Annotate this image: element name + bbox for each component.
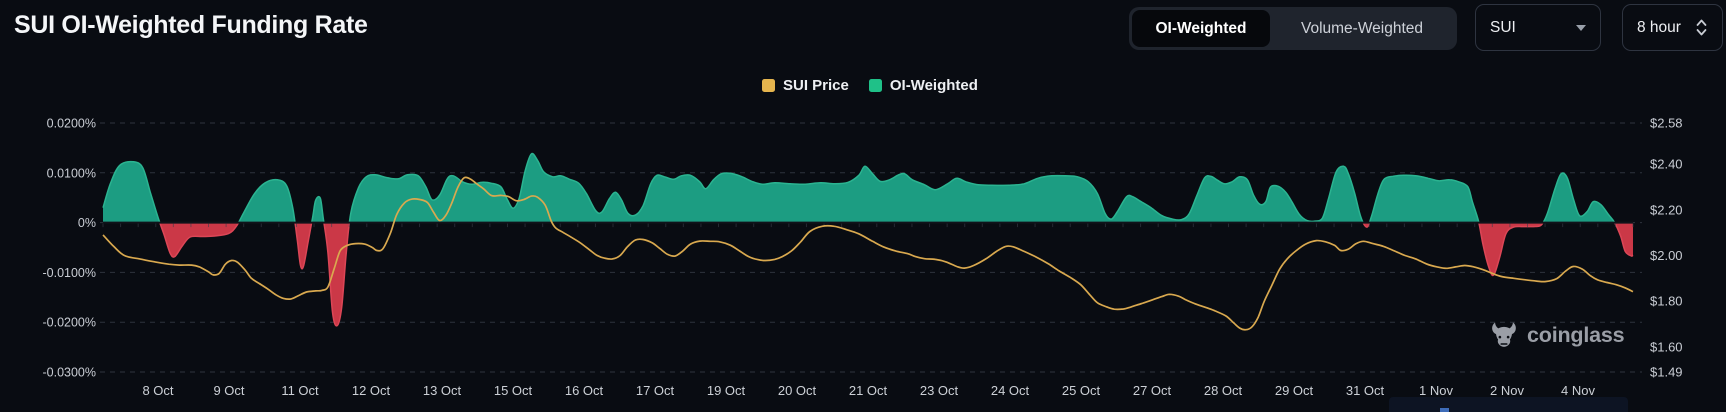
svg-text:24 Oct: 24 Oct — [991, 383, 1030, 398]
symbol-select[interactable]: SUI — [1475, 4, 1601, 51]
coinglass-wordmark: coinglass — [1527, 322, 1625, 347]
svg-text:11 Oct: 11 Oct — [281, 383, 319, 398]
symbol-select-value: SUI — [1490, 18, 1516, 36]
x-axis-labels: 8 Oct 9 Oct 11 Oct 12 Oct 13 Oct 15 Oct 16 Oct… — [142, 383, 1595, 398]
left-axis-labels: 0.0200% 0.0100% 0% -0.0100% -0.0200% -0.0300% — [42, 117, 96, 380]
svg-text:25 Oct: 25 Oct — [1062, 383, 1101, 398]
svg-text:$1.49: $1.49 — [1650, 365, 1683, 380]
chart-legend: SUI Price OI-Weighted — [762, 77, 978, 94]
svg-text:0.0200%: 0.0200% — [47, 117, 96, 131]
toggle-volume-weighted[interactable]: Volume-Weighted — [1270, 10, 1454, 47]
chart-navigator-strip[interactable] — [1389, 397, 1628, 412]
legend-label: OI-Weighted — [889, 77, 978, 94]
legend-item-oi-weighted[interactable]: OI-Weighted — [868, 77, 978, 94]
page-title: SUI OI-Weighted Funding Rate — [14, 11, 368, 39]
svg-text:$2.58: $2.58 — [1650, 116, 1683, 131]
svg-text:$2.20: $2.20 — [1650, 202, 1683, 217]
svg-text:$2.40: $2.40 — [1650, 157, 1683, 172]
svg-text:0.0100%: 0.0100% — [47, 166, 96, 180]
svg-text:$1.60: $1.60 — [1650, 339, 1683, 354]
svg-text:15 Oct: 15 Oct — [494, 383, 533, 398]
funding-edge-negative — [158, 222, 1634, 327]
sui-price-line — [102, 176, 1634, 331]
svg-text:9 Oct: 9 Oct — [213, 383, 244, 398]
svg-text:8 Oct: 8 Oct — [142, 383, 173, 398]
svg-text:27 Oct: 27 Oct — [1133, 383, 1172, 398]
svg-text:29 Oct: 29 Oct — [1275, 383, 1314, 398]
funding-edge-positive — [102, 152, 1616, 223]
svg-text:12 Oct: 12 Oct — [352, 383, 391, 398]
funding-area-positive — [103, 153, 1633, 223]
legend-label: SUI Price — [783, 77, 849, 94]
coinglass-watermark: coinglass — [1489, 320, 1625, 350]
svg-text:$1.80: $1.80 — [1650, 294, 1683, 309]
interval-select-value: 8 hour — [1637, 18, 1681, 36]
legend-item-sui-price[interactable]: SUI Price — [762, 77, 849, 94]
svg-text:21 Oct: 21 Oct — [849, 383, 888, 398]
svg-text:28 Oct: 28 Oct — [1204, 383, 1243, 398]
interval-select[interactable]: 8 hour — [1622, 4, 1723, 51]
svg-text:1 Nov: 1 Nov — [1419, 383, 1453, 398]
oi-weighted-swatch-icon — [868, 79, 882, 92]
svg-text:20 Oct: 20 Oct — [778, 383, 817, 398]
svg-text:4 Nov: 4 Nov — [1561, 383, 1595, 398]
updown-chevrons-icon — [1696, 19, 1707, 36]
svg-text:-0.0300%: -0.0300% — [42, 366, 96, 380]
svg-text:0%: 0% — [78, 216, 96, 230]
sui-price-swatch-icon — [762, 79, 775, 92]
chevron-down-icon — [1576, 24, 1586, 31]
right-axis-labels: $2.58 $2.40 $2.20 $2.00 $1.80 $1.60 $1.49 — [1650, 116, 1683, 380]
svg-text:19 Oct: 19 Oct — [707, 383, 746, 398]
svg-text:-0.0100%: -0.0100% — [42, 266, 96, 280]
svg-text:23 Oct: 23 Oct — [920, 383, 959, 398]
navigator-handle[interactable] — [1440, 408, 1449, 412]
svg-text:$2.00: $2.00 — [1650, 248, 1683, 263]
coinglass-bull-logo-icon — [1492, 322, 1516, 347]
svg-text:13 Oct: 13 Oct — [423, 383, 462, 398]
svg-text:17 Oct: 17 Oct — [636, 383, 675, 398]
funding-area-negative — [159, 222, 1633, 326]
zero-axis-line — [102, 221, 1634, 228]
svg-text:-0.0200%: -0.0200% — [42, 316, 96, 330]
svg-text:2 Nov: 2 Nov — [1490, 383, 1524, 398]
svg-text:31 Oct: 31 Oct — [1346, 383, 1385, 398]
svg-text:16 Oct: 16 Oct — [565, 383, 604, 398]
toggle-oi-weighted[interactable]: OI-Weighted — [1132, 10, 1270, 47]
weighted-toggle: OI-Weighted Volume-Weighted — [1129, 7, 1457, 50]
